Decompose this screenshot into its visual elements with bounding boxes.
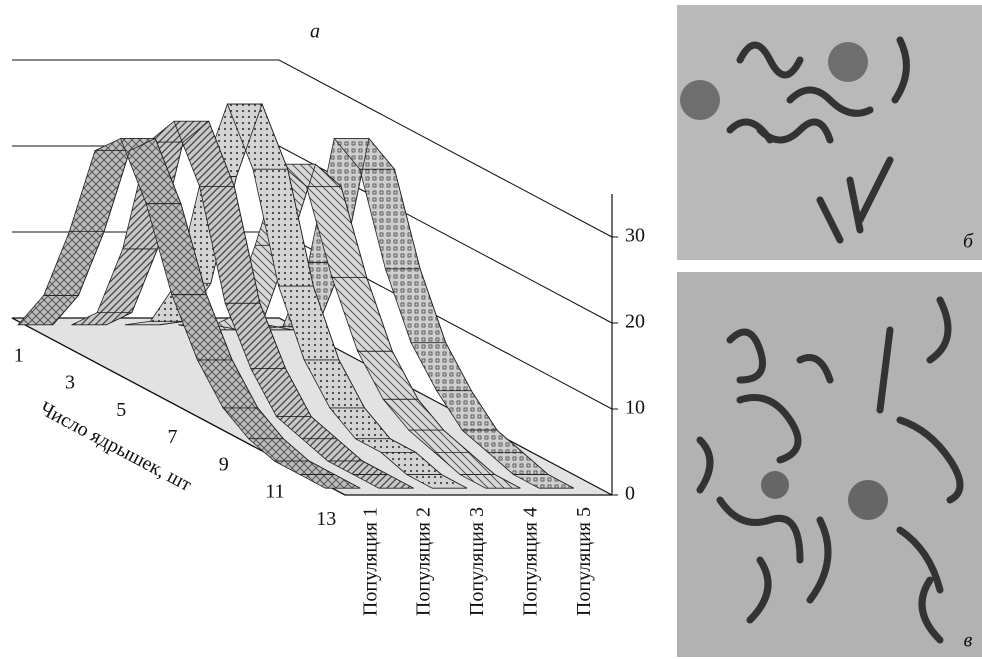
ribbon-segment bbox=[43, 231, 105, 296]
ribbon-segment bbox=[96, 248, 159, 314]
depth-tick-label: 1 bbox=[14, 344, 24, 366]
ribbon-segment bbox=[359, 168, 421, 270]
ribbon-segment bbox=[331, 277, 393, 352]
micrograph-image bbox=[677, 272, 982, 657]
depth-tick-label: 9 bbox=[219, 453, 229, 475]
nucleolus bbox=[761, 471, 789, 499]
panel-label: б bbox=[963, 231, 974, 253]
legend-label: Популяция 3 bbox=[466, 507, 488, 616]
legend-label: Популяция 4 bbox=[519, 507, 541, 616]
depth-tick-label: 5 bbox=[116, 399, 126, 421]
nucleolus bbox=[848, 480, 888, 520]
micrograph-b: б bbox=[677, 5, 982, 260]
ribbon-edge bbox=[159, 102, 468, 489]
legend-label: Популяция 2 bbox=[413, 507, 435, 616]
ribbon-segment bbox=[410, 342, 473, 392]
ribbon-segment bbox=[68, 150, 131, 233]
depth-tick-label: 11 bbox=[265, 481, 284, 503]
micrograph-c: в bbox=[677, 272, 982, 657]
chromosomes bbox=[726, 36, 910, 244]
ribbon-edge bbox=[52, 137, 361, 489]
depth-tick-label: 3 bbox=[65, 372, 75, 394]
grid-line bbox=[12, 59, 613, 238]
panel-label: в bbox=[964, 630, 973, 652]
chart-title: а bbox=[310, 21, 320, 43]
depth-tick-label: 13 bbox=[316, 508, 336, 530]
z-tick-label: 20 bbox=[625, 311, 645, 333]
legend-label: Популяция 5 bbox=[573, 507, 595, 616]
ribbon-edge bbox=[106, 120, 414, 489]
z-tick-label: 10 bbox=[625, 397, 645, 419]
nucleolus bbox=[680, 80, 720, 120]
z-tick-label: 30 bbox=[625, 225, 645, 247]
ribbon bbox=[71, 120, 414, 489]
nucleolus bbox=[828, 42, 868, 82]
depth-tick-label: 7 bbox=[168, 426, 178, 448]
plot-area bbox=[11, 59, 618, 496]
legend-label: Популяция 1 bbox=[359, 507, 381, 616]
ribbon-segment bbox=[384, 268, 447, 344]
z-tick-label: 0 bbox=[625, 483, 635, 505]
ribbon bbox=[17, 137, 361, 489]
chromosomes bbox=[696, 296, 964, 644]
